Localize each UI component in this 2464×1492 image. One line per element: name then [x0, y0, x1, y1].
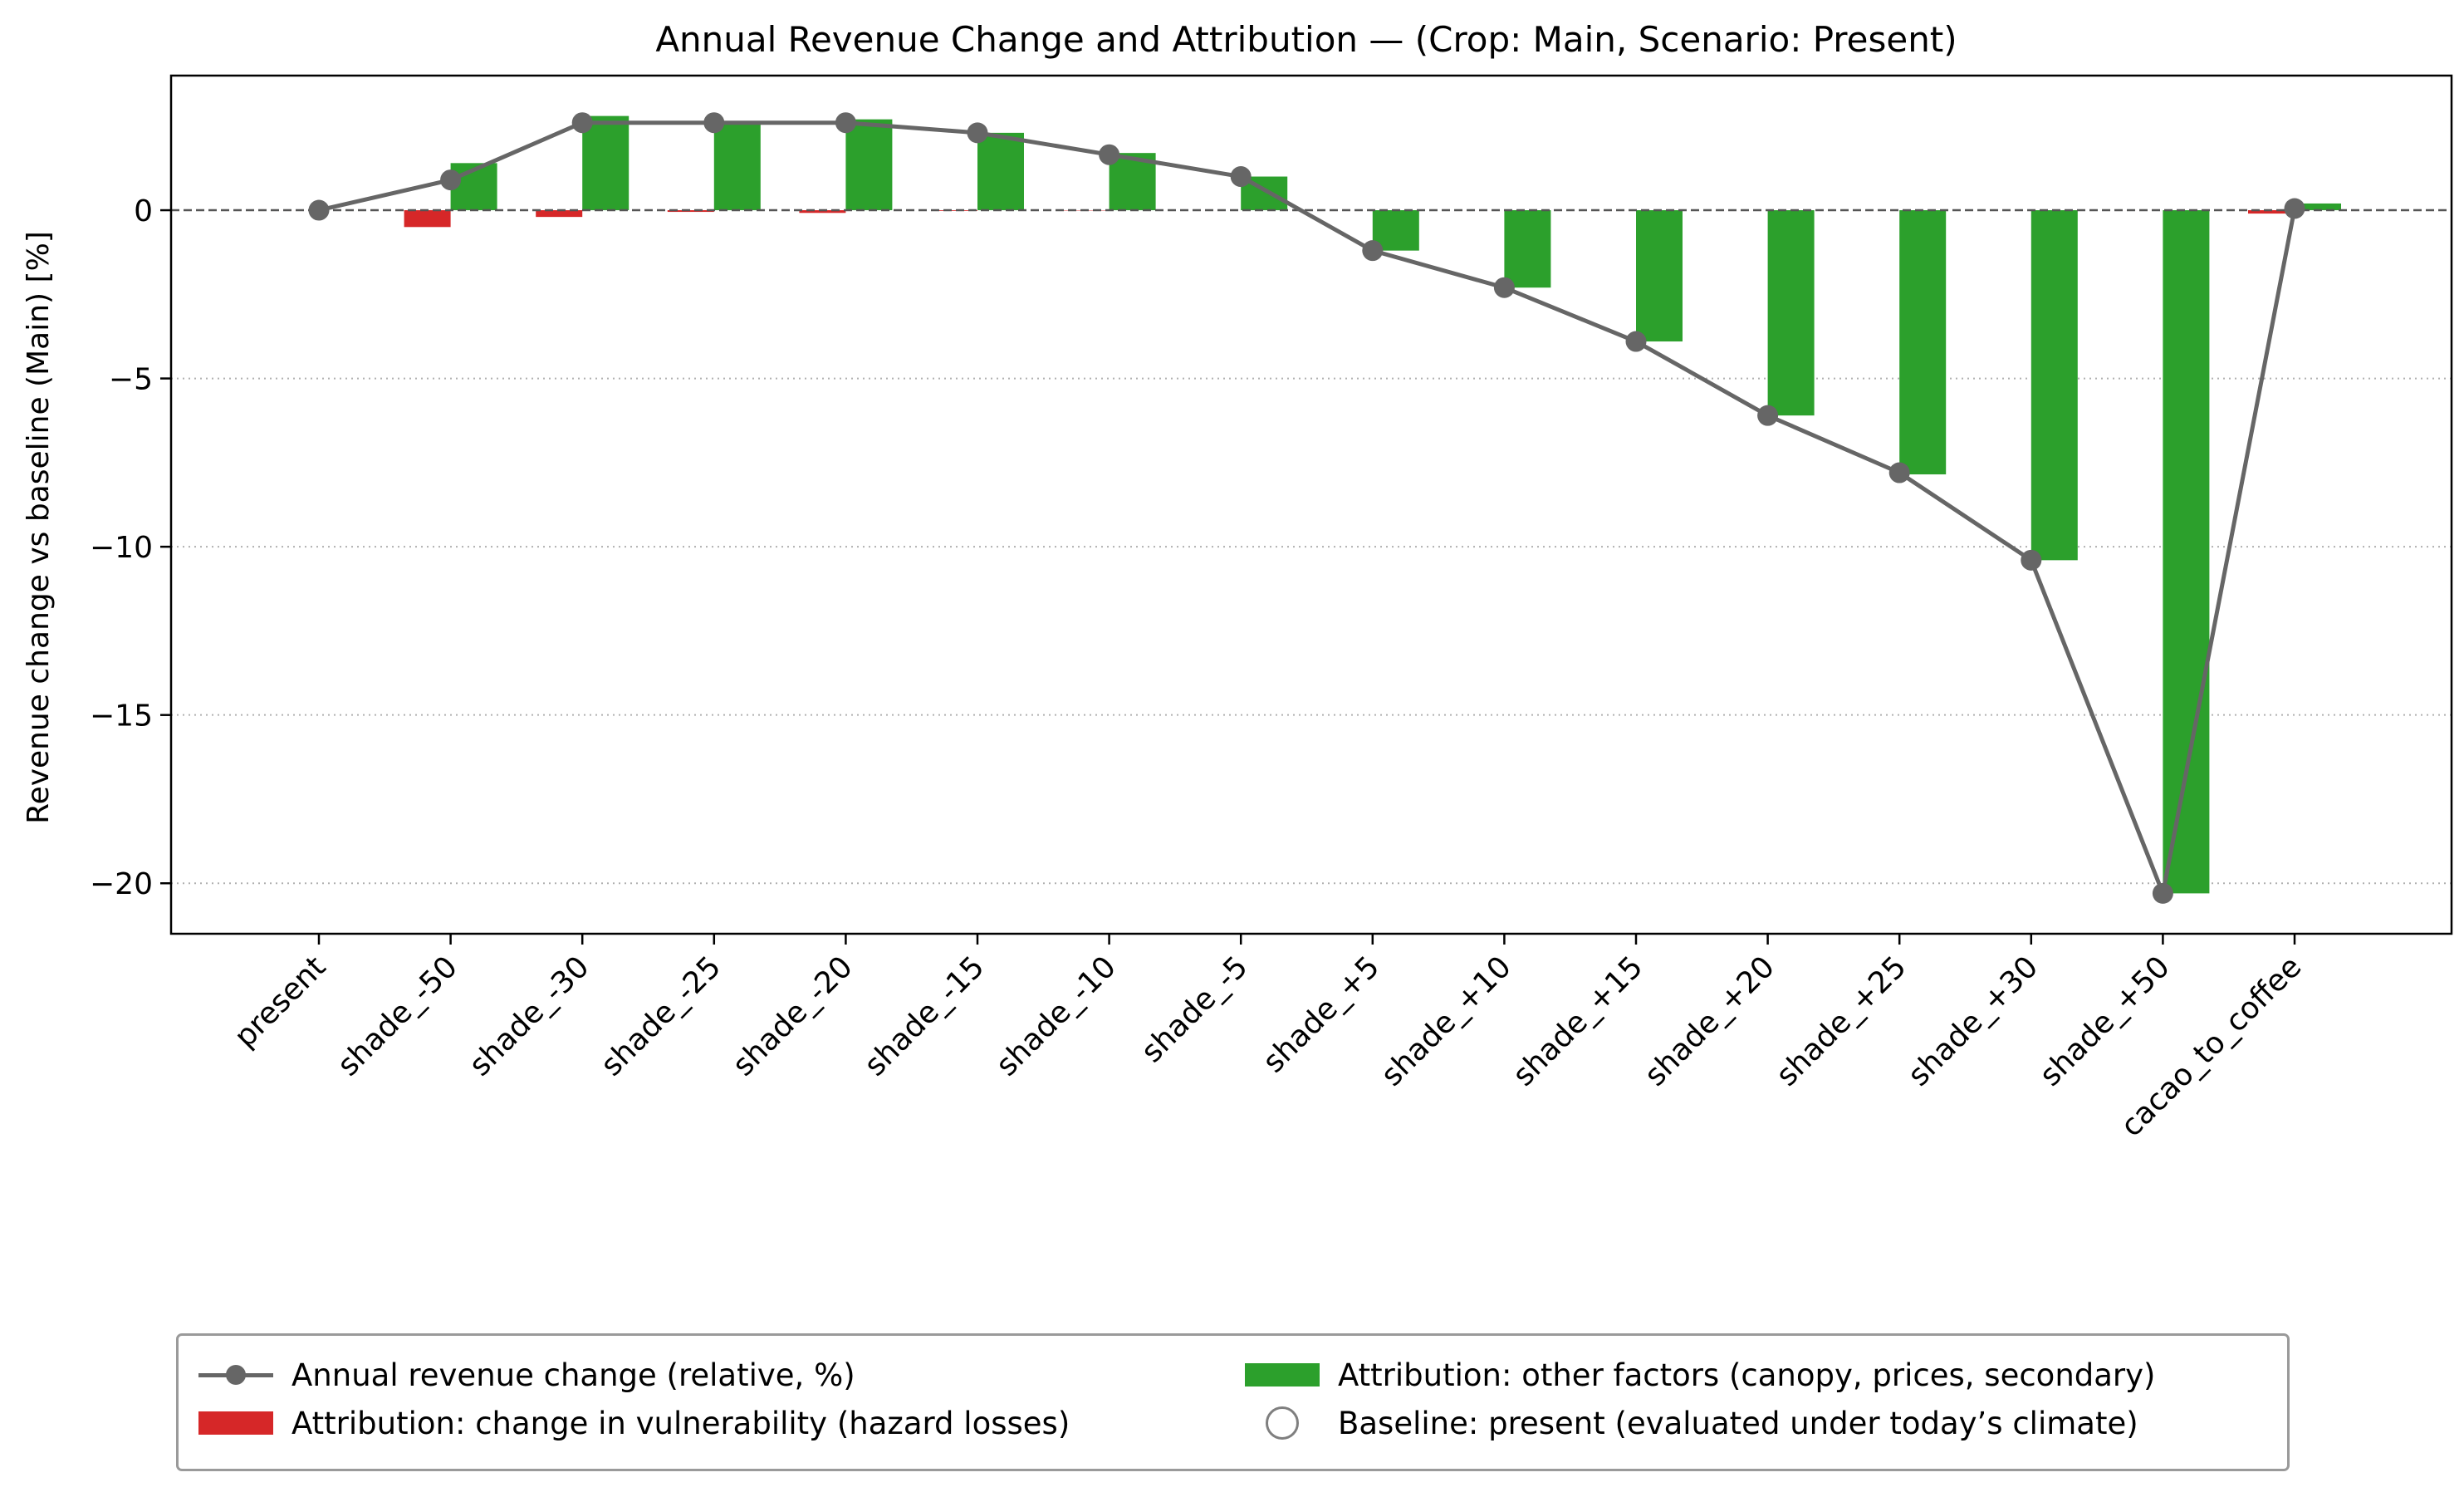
legend-item-baseline: Baseline: present (evaluated under today…: [1245, 1402, 2138, 1444]
legend-line-label: Annual revenue change (relative, %): [291, 1357, 855, 1393]
revenue-point: [308, 199, 330, 221]
revenue-point: [2284, 198, 2305, 219]
legend-red-swatch-icon: [198, 1402, 273, 1444]
x-tick-label: shade_-25: [595, 950, 727, 1082]
plot-frame: [169, 74, 2453, 935]
x-tick-label: shade_+20: [1639, 950, 1781, 1092]
y-tick-label: −5: [109, 363, 153, 397]
y-axis-label: Revenue change vs baseline (Main) [%]: [22, 231, 56, 824]
revenue-point: [1888, 462, 1910, 483]
other-factors-bar: [977, 132, 1024, 211]
x-tick-label: shade_+25: [1770, 950, 1913, 1092]
revenue-point: [1362, 240, 1384, 262]
revenue-point: [2021, 549, 2042, 571]
x-tick-label: shade_-15: [858, 950, 991, 1082]
legend-red-label: Attribution: change in vulnerability (ha…: [291, 1405, 1070, 1441]
legend-green-label: Attribution: other factors (canopy, pric…: [1338, 1357, 2156, 1393]
legend-line-marker-icon: [198, 1354, 273, 1396]
line-layer: [308, 112, 2305, 904]
legend-item-red: Attribution: change in vulnerability (ha…: [198, 1402, 1070, 1444]
other-factors-bar: [1899, 210, 1947, 475]
chart-title: Annual Revenue Change and Attribution — …: [655, 19, 1957, 60]
legend-baseline-label: Baseline: present (evaluated under today…: [1338, 1405, 2138, 1441]
vulnerability-bar: [404, 210, 451, 228]
x-tick-label: present: [228, 950, 333, 1054]
revenue-change-line: [318, 120, 2297, 896]
other-factors-bar: [582, 115, 629, 211]
grid-layer: [171, 377, 2452, 885]
vulnerability-bar: [2248, 210, 2295, 214]
x-tick-label: shade_-10: [990, 950, 1123, 1082]
x-tick-label: shade_-5: [1135, 950, 1255, 1069]
x-tick-label: shade_+5: [1256, 950, 1386, 1079]
revenue-point: [703, 112, 725, 134]
revenue-point: [440, 169, 462, 191]
legend-green-swatch-icon: [1245, 1354, 1320, 1396]
x-tick-label: shade_+30: [1902, 950, 2045, 1092]
x-tick-label: shade_-30: [463, 950, 595, 1082]
vulnerability-bar: [667, 210, 714, 213]
legend: Annual revenue change (relative, %) Attr…: [176, 1333, 2290, 1471]
legend-item-green: Attribution: other factors (canopy, pric…: [1245, 1354, 2155, 1396]
y-tick-label: −10: [90, 531, 153, 565]
other-factors-bar: [1767, 210, 1815, 416]
x-tick-label: shade_+15: [1506, 950, 1649, 1092]
other-factors-bar: [2030, 210, 2078, 561]
other-factors-bar: [2163, 210, 2210, 894]
revenue-point: [1493, 277, 1515, 298]
x-tick-label: shade_+10: [1375, 950, 1518, 1092]
revenue-point: [571, 112, 593, 134]
revenue-point: [1099, 144, 1120, 165]
y-tick-label: 0: [134, 194, 153, 228]
vulnerability-bar: [799, 210, 846, 213]
revenue-point: [835, 112, 856, 134]
x-tick-label: shade_-20: [727, 950, 860, 1082]
x-tick-label: shade_-50: [331, 950, 464, 1082]
axes-layer: 0−5−10−15−20presentshade_-50shade_-30sha…: [90, 74, 2453, 1144]
revenue-point: [1230, 166, 1252, 188]
other-factors-bar: [2295, 203, 2341, 211]
other-factors-bar: [845, 119, 893, 211]
x-tick-label: shade_+50: [2034, 950, 2177, 1092]
legend-item-line: Annual revenue change (relative, %): [198, 1354, 855, 1396]
revenue-point: [1625, 331, 1647, 352]
revenue-point: [1757, 405, 1779, 426]
other-factors-bar: [1504, 210, 1551, 288]
vulnerability-bar: [931, 210, 977, 211]
vulnerability-bar: [536, 210, 583, 218]
y-tick-label: −20: [90, 867, 153, 901]
y-tick-label: −15: [90, 699, 153, 734]
bars-layer: [272, 115, 2341, 894]
legend-baseline-circle-icon: [1245, 1402, 1320, 1444]
revenue-point: [2152, 882, 2173, 904]
other-factors-bar: [713, 120, 761, 211]
other-factors-bar: [1636, 210, 1683, 342]
revenue-point: [967, 122, 988, 144]
